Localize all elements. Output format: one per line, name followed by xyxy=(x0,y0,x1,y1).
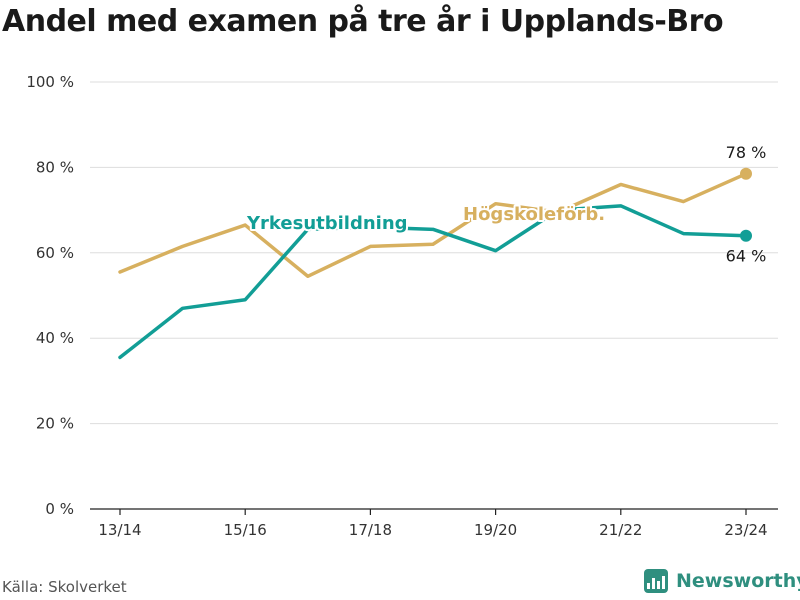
gridlines xyxy=(90,81,778,425)
y-tick-label: 40 % xyxy=(36,329,74,347)
y-tick-label: 20 % xyxy=(36,415,74,433)
x-tick-label: 21/22 xyxy=(599,521,642,539)
y-tick-label: 60 % xyxy=(36,244,74,262)
page-title: Andel med examen på tre år i Upplands-Br… xyxy=(2,4,724,39)
x-tick-label: 23/24 xyxy=(724,521,767,539)
end-point-hogskoleforb xyxy=(740,167,752,180)
series-labels: Yrkesutbildning Högskoleförb. 64 % 78 % xyxy=(244,143,767,266)
x-tick-label: 17/18 xyxy=(349,521,392,539)
bar-chart-icon xyxy=(644,569,668,593)
series-lines xyxy=(118,167,752,360)
y-axis-labels: 0 % 20 % 40 % 60 % 80 % 100 % xyxy=(26,73,74,518)
series-name-label: Högskoleförb. xyxy=(463,204,605,225)
y-tick-label: 100 % xyxy=(26,73,74,91)
brand-name: Newsworthy xyxy=(676,570,800,592)
x-tick-label: 13/14 xyxy=(98,521,141,539)
series-line-yrkesutbildning xyxy=(118,204,748,360)
x-tick-label: 15/16 xyxy=(224,521,267,539)
end-value-label: 78 % xyxy=(726,143,767,162)
source-note: Källa: Skolverket xyxy=(2,578,127,596)
x-tick-label: 19/20 xyxy=(474,521,517,539)
series-name-label: Yrkesutbildning xyxy=(246,213,408,234)
end-point-yrkesutbildning xyxy=(740,229,752,242)
y-tick-label: 0 % xyxy=(45,500,74,518)
series-line-hogskoleforb xyxy=(118,172,748,279)
end-value-label: 64 % xyxy=(726,247,767,266)
y-tick-label: 80 % xyxy=(36,158,74,176)
brand-logo: Newsworthy xyxy=(644,569,800,593)
x-axis: 13/14 15/16 17/18 19/20 21/22 23/24 xyxy=(90,508,778,539)
